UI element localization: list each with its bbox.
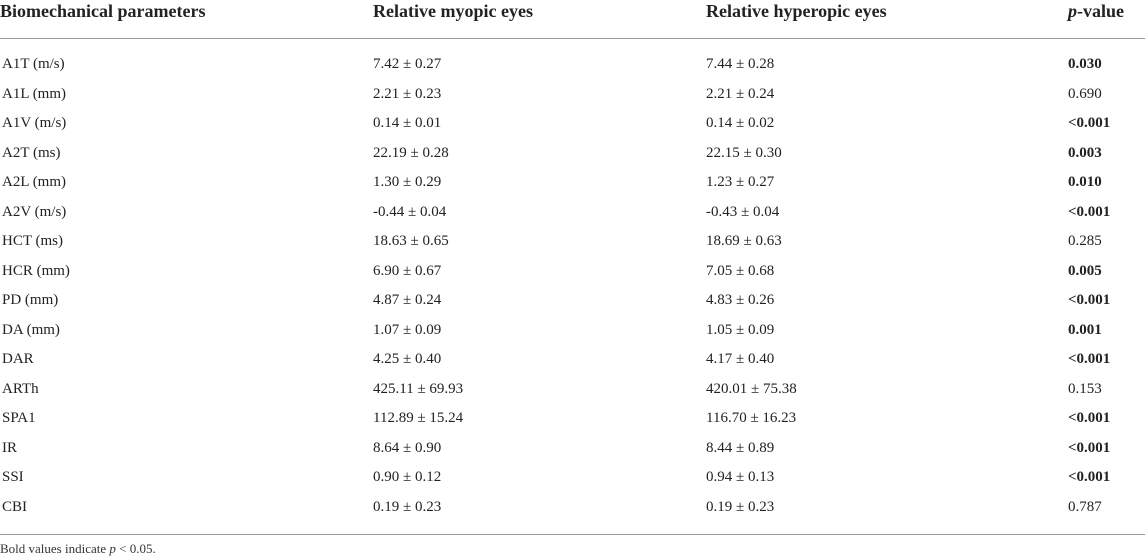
header-hyperopic: Relative hyperopic eyes: [706, 1, 887, 21]
cell-p-value: <0.001: [1068, 410, 1111, 426]
footnote-prefix: Bold values indicate: [0, 541, 110, 556]
table-row: CBI 0.19 ± 0.23 0.19 ± 0.23 0.787: [0, 494, 1145, 524]
table-row: PD (mm) 4.87 ± 0.24 4.83 ± 0.26 <0.001: [0, 287, 1145, 317]
cell-parameter: ARTh: [2, 380, 39, 397]
cell-myopic: 0.90 ± 0.12: [373, 469, 442, 485]
cell-p-value: 0.153: [1068, 380, 1102, 397]
cell-myopic: 425.11 ± 69.93: [373, 380, 464, 397]
cell-hyperopic: -0.43 ± 0.04: [706, 203, 780, 220]
cell-parameter: A1V (m/s): [2, 115, 67, 131]
cell-hyperopic: 0.14 ± 0.02: [706, 115, 775, 131]
cell-parameter: PD (mm): [2, 292, 59, 308]
cell-parameter: A2V (m/s): [2, 203, 67, 220]
cell-hyperopic: 7.05 ± 0.68: [706, 262, 775, 279]
table-row: SPA1 112.89 ± 15.24 116.70 ± 16.23 <0.001: [0, 405, 1145, 435]
header-p-value: p-value: [1068, 0, 1124, 22]
cell-parameter: A2L (mm): [2, 174, 67, 190]
cell-p-value: 0.030: [1068, 56, 1102, 72]
cell-parameter: SSI: [2, 469, 24, 485]
cell-parameter: DAR: [2, 351, 34, 367]
cell-hyperopic: 0.19 ± 0.23: [706, 498, 775, 515]
table-row: A2L (mm) 1.30 ± 0.29 1.23 ± 0.27 0.010: [0, 169, 1145, 199]
cell-p-value: 0.690: [1068, 85, 1102, 102]
cell-hyperopic: 1.05 ± 0.09: [706, 321, 775, 338]
cell-parameter: HCT (ms): [2, 233, 63, 249]
cell-myopic: 8.64 ± 0.90: [373, 439, 442, 456]
table-row: A1L (mm) 2.21 ± 0.23 2.21 ± 0.24 0.690: [0, 81, 1145, 111]
table-body: A1T (m/s) 7.42 ± 0.27 7.44 ± 0.28 0.030 A1L …: [0, 51, 1145, 523]
table-header: Biomechanical parameters Relative myopic…: [0, 0, 1145, 39]
table-row: ARTh 425.11 ± 69.93 420.01 ± 75.38 0.153: [0, 376, 1145, 406]
table-row: A1V (m/s) 0.14 ± 0.01 0.14 ± 0.02 <0.001: [0, 110, 1145, 140]
cell-hyperopic: 1.23 ± 0.27: [706, 174, 775, 190]
table-footnote: Bold values indicate p < 0.05.: [0, 541, 156, 557]
table-row: SSI 0.90 ± 0.12 0.94 ± 0.13 <0.001: [0, 464, 1145, 494]
cell-hyperopic: 22.15 ± 0.30: [706, 144, 782, 161]
cell-p-value: 0.010: [1068, 174, 1102, 190]
cell-hyperopic: 4.17 ± 0.40: [706, 351, 775, 367]
cell-hyperopic: 116.70 ± 16.23: [706, 410, 797, 426]
cell-p-value: <0.001: [1068, 351, 1111, 367]
cell-hyperopic: 7.44 ± 0.28: [706, 56, 775, 72]
cell-p-value: <0.001: [1068, 203, 1111, 220]
cell-myopic: 22.19 ± 0.28: [373, 144, 449, 161]
footnote-p-italic: p: [109, 541, 116, 556]
table-bottom-rule: [0, 534, 1145, 535]
cell-hyperopic: 2.21 ± 0.24: [706, 85, 775, 102]
cell-hyperopic: 4.83 ± 0.26: [706, 292, 775, 308]
cell-parameter: SPA1: [2, 410, 36, 426]
header-myopic: Relative myopic eyes: [373, 1, 533, 21]
table-row: DA (mm) 1.07 ± 0.09 1.05 ± 0.09 0.001: [0, 317, 1145, 347]
cell-myopic: 7.42 ± 0.27: [373, 56, 442, 72]
cell-parameter: CBI: [2, 498, 28, 515]
table-row: A1T (m/s) 7.42 ± 0.27 7.44 ± 0.28 0.030: [0, 51, 1145, 81]
cell-myopic: 2.21 ± 0.23: [373, 85, 442, 102]
cell-p-value: 0.003: [1068, 144, 1102, 161]
cell-p-value: 0.787: [1068, 498, 1102, 515]
cell-myopic: 4.25 ± 0.40: [373, 351, 442, 367]
cell-hyperopic: 0.94 ± 0.13: [706, 469, 775, 485]
cell-p-value: <0.001: [1068, 292, 1111, 308]
cell-parameter: A1L (mm): [2, 85, 67, 102]
cell-myopic: 1.30 ± 0.29: [373, 174, 442, 190]
table-row: HCR (mm) 6.90 ± 0.67 7.05 ± 0.68 0.005: [0, 258, 1145, 288]
cell-parameter: HCR (mm): [2, 262, 70, 279]
cell-parameter: A1T (m/s): [2, 56, 65, 72]
cell-p-value: 0.001: [1068, 321, 1102, 338]
cell-myopic: 4.87 ± 0.24: [373, 292, 442, 308]
header-parameters: Biomechanical parameters: [0, 1, 206, 21]
table-row: DAR 4.25 ± 0.40 4.17 ± 0.40 <0.001: [0, 346, 1145, 376]
footnote-suffix: < 0.05.: [115, 541, 156, 556]
cell-myopic: 0.19 ± 0.23: [373, 498, 442, 515]
cell-hyperopic: 18.69 ± 0.63: [706, 233, 782, 249]
cell-p-value: <0.001: [1068, 115, 1111, 131]
cell-p-value: 0.005: [1068, 262, 1102, 279]
header-p-italic: p: [1068, 1, 1077, 21]
results-table: Biomechanical parameters Relative myopic…: [0, 0, 1145, 523]
cell-myopic: 0.14 ± 0.01: [373, 115, 442, 131]
cell-myopic: -0.44 ± 0.04: [373, 203, 447, 220]
header-p-rest: -value: [1077, 1, 1124, 21]
cell-parameter: A2T (ms): [2, 144, 61, 161]
cell-hyperopic: 8.44 ± 0.89: [706, 439, 775, 456]
cell-parameter: IR: [2, 439, 17, 456]
cell-myopic: 18.63 ± 0.65: [373, 233, 449, 249]
table-row: HCT (ms) 18.63 ± 0.65 18.69 ± 0.63 0.285: [0, 228, 1145, 258]
table-row: IR 8.64 ± 0.90 8.44 ± 0.89 <0.001: [0, 435, 1145, 465]
cell-p-value: <0.001: [1068, 439, 1111, 456]
cell-myopic: 6.90 ± 0.67: [373, 262, 442, 279]
cell-parameter: DA (mm): [2, 321, 60, 338]
cell-myopic: 1.07 ± 0.09: [373, 321, 442, 338]
cell-p-value: 0.285: [1068, 233, 1102, 249]
cell-myopic: 112.89 ± 15.24: [373, 410, 464, 426]
cell-hyperopic: 420.01 ± 75.38: [706, 380, 797, 397]
table-row: A2T (ms) 22.19 ± 0.28 22.15 ± 0.30 0.003: [0, 140, 1145, 170]
table-row: A2V (m/s) -0.44 ± 0.04 -0.43 ± 0.04 <0.001: [0, 199, 1145, 229]
cell-p-value: <0.001: [1068, 469, 1111, 485]
